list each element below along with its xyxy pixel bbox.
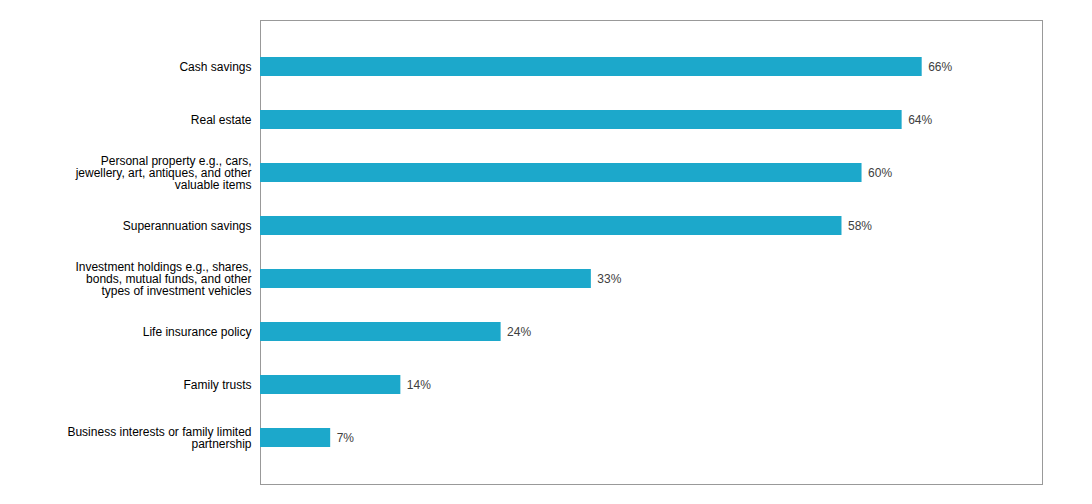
svg-text:66%: 66% bbox=[928, 60, 952, 74]
svg-text:Family trusts: Family trusts bbox=[183, 378, 251, 392]
svg-text:Superannuation savings: Superannuation savings bbox=[123, 219, 252, 233]
svg-text:Investment holdings e.g., shar: Investment holdings e.g., shares,bonds, … bbox=[75, 260, 251, 298]
svg-text:14%: 14% bbox=[407, 378, 431, 392]
svg-text:24%: 24% bbox=[507, 325, 531, 339]
svg-text:Real estate: Real estate bbox=[191, 113, 252, 127]
svg-text:33%: 33% bbox=[597, 272, 621, 286]
svg-text:58%: 58% bbox=[848, 219, 872, 233]
svg-text:Personal property e.g., cars,j: Personal property e.g., cars,jewellery, … bbox=[75, 154, 252, 192]
svg-text:7%: 7% bbox=[337, 431, 355, 445]
svg-text:Business interests or family l: Business interests or family limitedpart… bbox=[67, 425, 251, 451]
svg-text:Cash savings: Cash savings bbox=[179, 60, 251, 74]
svg-text:60%: 60% bbox=[868, 166, 892, 180]
svg-text:Life insurance policy: Life insurance policy bbox=[143, 325, 252, 339]
svg-text:64%: 64% bbox=[908, 113, 932, 127]
